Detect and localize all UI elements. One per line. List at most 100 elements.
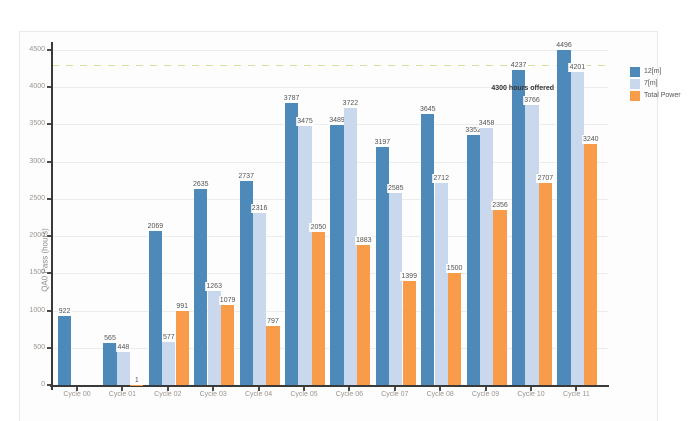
chart-panel: 0 500 1000 1500 2000 2500 3000 3500 4000 4500 Cycl… [19,31,681,421]
x-axis-tick [303,387,305,391]
bar-TotalPower-cycle-03 [220,304,235,385]
x-tick-label: Cycle 11 [563,391,590,398]
y-axis-tick [47,235,51,238]
x-tick-label: Cycle 01 [108,391,136,398]
bar-value-label: 1500 [445,264,464,274]
x-axis-tick [166,387,169,391]
bar-value-label: 2585 [387,183,405,193]
bar-TotalPower-cycle-10 [538,183,553,385]
bar-12m-cycle-07 [375,147,390,385]
x-axis-tick [348,387,351,391]
bar-value-label: 1 [133,375,140,385]
bar-value-label: 1399 [400,271,418,281]
y-axis-tick [47,197,51,200]
bar-value-label: 1883 [355,235,373,245]
bar-TotalPower-cycle-06 [357,244,371,385]
x-axis-tick [212,387,215,391]
bar-value-label: 4496 [555,41,573,51]
legend-swatch [630,79,640,89]
x-axis-tick [257,387,260,391]
legend-item-totalpower: Total Power [630,91,681,101]
legend-item-7m: 7[m] [630,79,681,89]
x-axis-tick [575,387,578,391]
bar-7m-cycle-07 [389,192,403,385]
y-axis-tick [47,49,51,51]
y-tick-label: 0 [41,381,45,388]
bar-12m-cycle-01 [103,342,117,385]
bar-value-label: 3352 [464,126,482,136]
y-tick-label: 4000 [29,83,45,91]
gridline [52,310,608,312]
gridline [52,161,608,163]
bar-value-label: 2050 [309,223,328,233]
bar-value-label: 448 [116,342,131,352]
gridline [52,50,608,51]
legend-item-12m: 12[m] [630,67,681,77]
bar-7m-cycle-05 [298,126,312,385]
bar-12m-cycle-10 [511,69,526,385]
bar-TotalPower-cycle-07 [402,280,416,385]
x-tick-label: Cycle 02 [154,391,182,398]
bar-value-label: 2069 [146,221,165,231]
y-axis-tick [47,160,51,163]
x-tick-label: Cycle 05 [290,391,318,398]
x-tick-label: Cycle 10 [517,391,545,398]
y-tick-label: 500 [33,343,45,351]
x-axis-tick [484,387,487,391]
gridline [52,273,608,275]
gridline [52,347,608,349]
bar-12m-cycle-05 [284,103,299,385]
x-axis-tick [76,387,78,391]
bar-12m-cycle-09 [466,135,480,385]
legend-swatch [630,91,640,101]
y-axis-tick [47,272,51,275]
legend: 12[m] 7[m] Total Power [630,67,681,103]
reference-line-label: 4300 hours offered [491,85,554,92]
bar-value-label: 3475 [296,117,314,127]
bar-TotalPower-cycle-05 [311,232,326,385]
bar-value-label: 2356 [491,200,509,210]
bar-12m-cycle-06 [330,125,344,385]
x-axis-line [50,385,609,387]
x-tick-label: Cycle 07 [381,391,409,398]
bar-7m-cycle-02 [162,342,176,385]
x-tick-label: Cycle 06 [335,391,363,398]
bar-7m-cycle-04 [252,212,267,385]
bar-12m-cycle-02 [148,230,163,385]
gridline [52,236,608,238]
bar-value-label: 1263 [205,281,223,291]
y-axis-title: QA0 Pass (hours) [40,228,50,292]
bar-TotalPower-cycle-02 [175,311,189,385]
legend-label: 12[m] [644,68,662,75]
bar-12m-cycle-04 [239,181,253,385]
bar-value-label: 2707 [536,174,555,184]
y-axis-tick [47,346,51,349]
bar-12m-cycle-03 [194,188,208,385]
bar-value-label: 3240 [582,134,600,144]
bar-value-label: 3489 [328,116,346,126]
y-axis-tick [47,309,51,312]
y-axis-tick [47,86,51,89]
bar-value-label: 577 [161,333,176,343]
bar-7m-cycle-01 [116,351,131,385]
y-tick-label: 2000 [29,232,45,240]
bar-7m-cycle-11 [570,72,585,385]
y-axis-tick [47,384,51,386]
bar-value-label: 1079 [218,295,237,305]
reference-line [52,64,608,66]
bar-value-label: 3722 [341,98,360,108]
legend-label: Total Power [644,92,681,99]
bar-7m-cycle-03 [207,290,221,385]
x-tick-label: Cycle 00 [63,391,91,398]
y-tick-label: 4500 [29,46,45,53]
y-tick-label: 2500 [29,194,45,202]
bar-TotalPower-cycle-09 [493,209,507,385]
legend-label: 7[m] [644,80,658,87]
bar-TotalPower-cycle-04 [266,325,280,385]
y-axis-line [51,42,53,390]
bar-value-label: 797 [266,316,280,326]
bar-value-label: 3787 [282,94,301,104]
x-tick-label: Cycle 08 [426,391,454,398]
bar-value-label: 3645 [419,104,437,114]
x-axis-tick [393,387,396,391]
